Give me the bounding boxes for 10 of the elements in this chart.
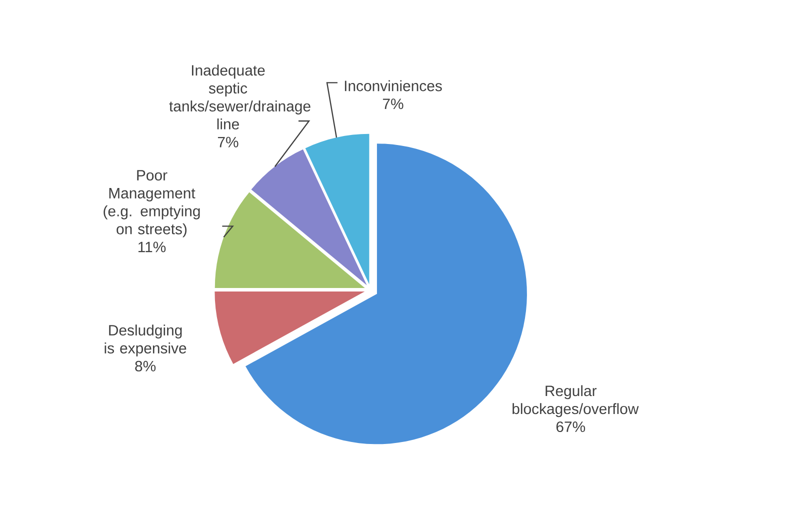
slice-label: Regular blockages/overflow: [512, 385, 639, 418]
data-label: 7%: [382, 98, 404, 110]
data-label: 11%: [138, 242, 166, 252]
slice-label: Poor Management (e.g. emptying on streets): [104, 170, 200, 238]
slice-label: Desludging is expensive: [104, 324, 186, 356]
slice-label: Inconviniences: [344, 80, 442, 92]
data-label: 67%: [556, 421, 586, 432]
data-label: 8%: [135, 360, 156, 372]
slice-label: Inadequate septic tanks/sewer/drainage line: [169, 64, 310, 130]
data-label: 7%: [218, 136, 238, 148]
